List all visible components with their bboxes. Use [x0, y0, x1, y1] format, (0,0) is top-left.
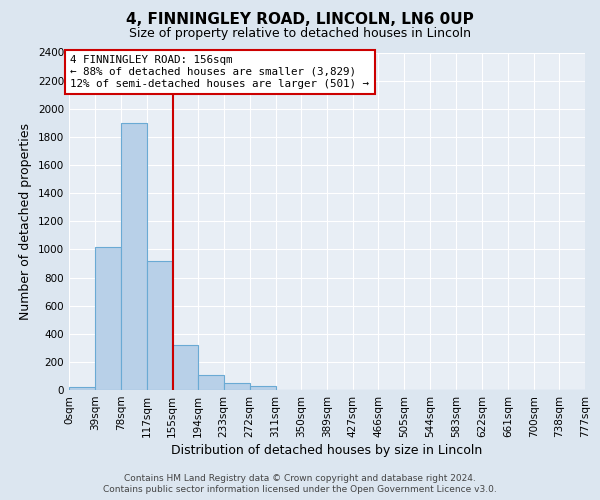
- Text: Contains HM Land Registry data © Crown copyright and database right 2024.
Contai: Contains HM Land Registry data © Crown c…: [103, 474, 497, 494]
- Bar: [224, 383, 250, 390]
- Bar: [172, 345, 198, 390]
- Text: 4 FINNINGLEY ROAD: 156sqm
← 88% of detached houses are smaller (3,829)
12% of se: 4 FINNINGLEY ROAD: 156sqm ← 88% of detac…: [70, 56, 370, 88]
- Y-axis label: Number of detached properties: Number of detached properties: [19, 122, 32, 320]
- Bar: [69, 387, 95, 390]
- Bar: [198, 375, 224, 390]
- Bar: [250, 386, 275, 390]
- Bar: [121, 123, 146, 390]
- X-axis label: Distribution of detached houses by size in Lincoln: Distribution of detached houses by size …: [172, 444, 482, 457]
- Text: 4, FINNINGLEY ROAD, LINCOLN, LN6 0UP: 4, FINNINGLEY ROAD, LINCOLN, LN6 0UP: [126, 12, 474, 28]
- Bar: [95, 246, 121, 390]
- Bar: [146, 260, 172, 390]
- Text: Size of property relative to detached houses in Lincoln: Size of property relative to detached ho…: [129, 28, 471, 40]
